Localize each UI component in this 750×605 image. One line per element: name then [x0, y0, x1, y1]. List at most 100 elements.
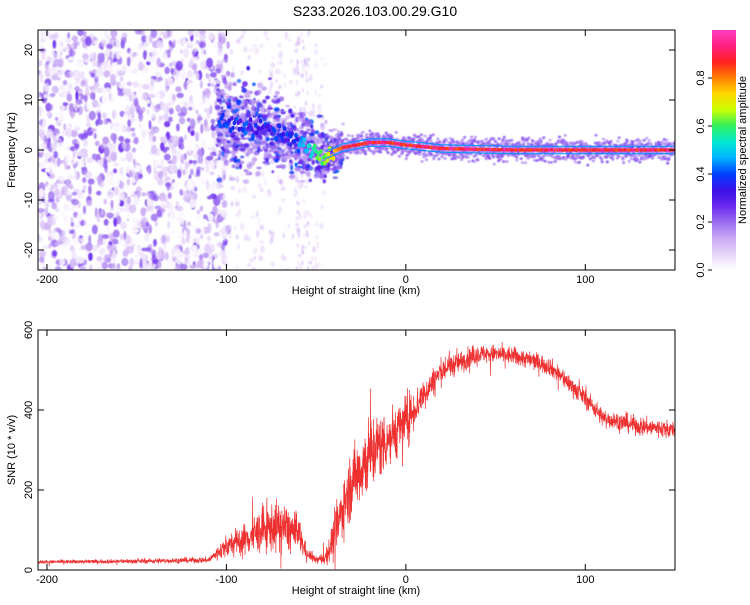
spectrogram-noise-blob [76, 191, 84, 199]
spectrogram-noise-blob [164, 82, 170, 93]
spectrogram-ridge-cloud [240, 134, 245, 138]
spectrogram-noise-blob [40, 162, 48, 167]
spectrogram-strip-blob [299, 184, 303, 189]
spectrogram-noise-blob [104, 49, 110, 58]
spectrogram-noise-blob [199, 80, 203, 89]
spectrogram-noise-blob [93, 266, 101, 270]
spectrogram-noise-blob [76, 211, 84, 222]
spectrogram-faint-blob [320, 57, 324, 61]
spectrogram-noise-blob [185, 139, 193, 148]
spectrogram-band-blob [386, 151, 390, 155]
spectrogram-faint-blob [306, 77, 312, 83]
spectrogram-noise-blob [128, 107, 135, 115]
spectrogram-noise-blob [189, 168, 194, 176]
spectrogram-noise-blob [126, 56, 131, 67]
spectrogram-noise-blob [166, 93, 171, 101]
spectrogram-noise-blob [124, 215, 130, 220]
spectrogram-noise-blob [205, 164, 210, 174]
spectrogram-ridge-cloud [236, 105, 241, 109]
spectrogram-noise-blob [205, 179, 210, 191]
spectrogram-noise-blob [207, 213, 214, 222]
spectrogram-faint-blob [277, 84, 282, 90]
spectrogram-ridge-cloud [323, 146, 327, 152]
spectrogram-band-blob [473, 160, 477, 164]
spectrogram-ridge-cloud [214, 104, 221, 110]
spectrogram-band-blob [443, 157, 447, 160]
spectrogram-ridge-cloud [339, 131, 344, 137]
spectrogram-noise-blob [65, 178, 70, 188]
spectrogram-noise-blob [191, 39, 197, 47]
spectrogram-strip-blob [297, 36, 301, 41]
spectrogram-noise-blob [109, 232, 113, 243]
spectrogram-band-blob [563, 134, 567, 137]
spectrogram-faint-blob [266, 36, 269, 41]
spectrogram-noise-blob [197, 114, 202, 119]
spectrogram-faint-blob [232, 65, 235, 73]
spectrogram-noise-blob [54, 116, 58, 121]
spectrogram-faint-blob [242, 30, 247, 35]
spectrogram-noise-blob [66, 93, 73, 102]
spectrogram-noise-blob [110, 199, 114, 209]
spectrogram-faint-blob [236, 199, 239, 205]
spectrogram-ridge-cloud [299, 170, 306, 174]
spectrogram-ridge-point [281, 132, 286, 137]
spectrogram-noise-blob [69, 258, 76, 269]
spectrogram-noise-blob [38, 129, 45, 138]
spectrogram-band-blob [541, 156, 545, 159]
spectrogram-noise-blob [68, 204, 76, 210]
spectrogram-band-blob [616, 139, 620, 143]
spectrogram-ridge-cloud [296, 112, 301, 116]
spectrogram-faint-blob [229, 48, 234, 55]
spectrogram-noise-blob [128, 169, 136, 178]
spectrogram-ridge-cloud [299, 126, 305, 129]
spectrogram-noise-blob [146, 99, 151, 104]
spectrogram-noise-blob [156, 40, 164, 48]
spectrogram-noise-blob [126, 178, 131, 186]
spectrogram-band-blob [631, 140, 635, 144]
spectrogram-ridge-cloud [322, 179, 326, 184]
spectrogram-band-blob [440, 155, 444, 159]
spectrogram-band-blob [647, 139, 651, 142]
spectrogram-noise-blob [190, 73, 198, 78]
spectrogram-ridge-cloud [283, 118, 287, 122]
spectrogram-noise-blob [171, 173, 178, 179]
spectrogram-faint-blob [284, 31, 289, 40]
spectrogram-faint-blob [247, 263, 252, 267]
spectrogram-noise-blob [161, 210, 170, 218]
spectrogram-noise-blob [147, 164, 152, 175]
spectrogram-noise-blob [124, 88, 132, 97]
spectrogram-noise-blob [196, 36, 200, 44]
spectrogram-band-blob [397, 154, 401, 158]
spectrogram-noise-blob [52, 213, 58, 223]
spectrogram-band-blob [365, 133, 369, 136]
spectrogram-noise-blob [206, 57, 213, 68]
spectrogram-noise-blob [107, 59, 111, 70]
spectrogram-ridge-cloud [308, 178, 312, 182]
spectrogram-ridge-cloud [272, 156, 276, 161]
spectrogram-faint-blob [223, 236, 227, 242]
spectrogram-band-blob [461, 138, 465, 142]
spectrogram-noise-blob [54, 241, 61, 247]
spectrogram-ridge-cloud [220, 75, 226, 78]
spectrogram-noise-blob [180, 100, 184, 108]
spectrogram-noise-blob [115, 177, 121, 186]
spectrogram-noise-blob [177, 169, 182, 179]
spectrogram-noise-blob [122, 124, 127, 133]
spectrogram-ridge-cloud [306, 128, 311, 132]
spectrogram-ridge-cloud [285, 104, 290, 108]
spectrogram-noise-blob [60, 247, 66, 256]
spectrogram-ridge-point [218, 123, 223, 129]
spectrogram-ridge-cloud [256, 166, 262, 170]
spectrogram-noise-blob [47, 215, 52, 226]
spectrogram-noise-blob [205, 73, 210, 79]
spectrogram-noise-blob [135, 53, 143, 61]
spectrogram-noise-blob [131, 217, 138, 226]
spectrogram-noise-blob [162, 125, 166, 131]
spectrogram-ridge-cloud [274, 90, 280, 96]
spectrogram-band-blob [431, 133, 435, 137]
spectrogram-x-axis-title: Height of straight line (km) [292, 285, 420, 297]
spectrogram-ridge-cloud [216, 95, 222, 100]
spectrogram-noise-blob [120, 157, 126, 162]
spectrogram-noise-blob [62, 102, 69, 106]
